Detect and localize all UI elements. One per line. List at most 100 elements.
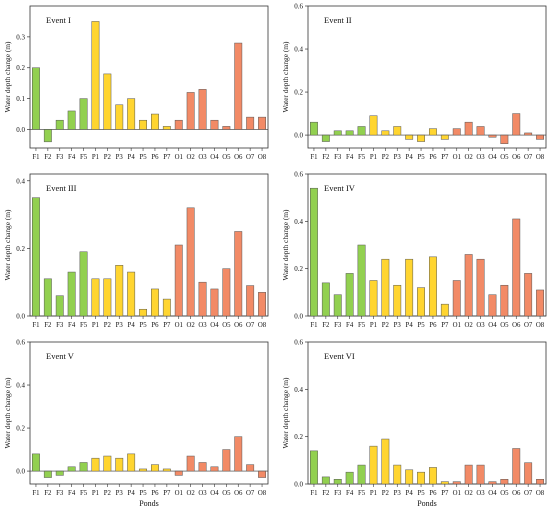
- x-tick-label-P6: P6: [429, 490, 437, 497]
- bar-P4: [127, 271, 136, 317]
- x-tick-label-O7: O7: [246, 322, 255, 329]
- x-tick-label-F1: F1: [32, 322, 39, 329]
- x-tick-label-O7: O7: [246, 490, 255, 497]
- bar-P5: [139, 468, 147, 472]
- bar-P1: [369, 280, 378, 317]
- y-axis-label: Water depth change (m): [3, 377, 12, 449]
- x-tick-label-P5: P5: [417, 490, 425, 497]
- x-tick-label-O7: O7: [524, 490, 533, 497]
- bar-P5: [417, 287, 425, 317]
- bar-F1: [32, 197, 40, 317]
- x-tick-label-P6: P6: [429, 322, 437, 329]
- x-tick-label-F5: F5: [358, 322, 366, 329]
- bar-F1: [310, 187, 318, 317]
- bar-P3: [393, 464, 402, 485]
- bar-F4: [345, 273, 354, 317]
- x-tick-label-P7: P7: [441, 154, 449, 161]
- x-tick-label-O3: O3: [198, 490, 207, 497]
- x-tick-label-O8: O8: [536, 154, 545, 161]
- bar-O2: [464, 121, 473, 136]
- bar-F4: [345, 130, 354, 136]
- bar-P2: [103, 278, 112, 317]
- bar-F3: [55, 119, 64, 130]
- bar-O4: [210, 119, 219, 130]
- x-tick-label-O1: O1: [453, 154, 461, 161]
- bar-P2: [381, 258, 390, 317]
- x-tick-label-P4: P4: [406, 154, 414, 161]
- bar-O5: [500, 284, 509, 317]
- bar-P6: [151, 288, 159, 317]
- bar-F3: [333, 294, 342, 317]
- bar-F1: [310, 121, 318, 136]
- x-tick-label-P3: P3: [394, 322, 402, 329]
- y-tick-label: 0.0: [16, 468, 25, 476]
- bar-O3: [198, 89, 207, 130]
- x-tick-label-F4: F4: [346, 490, 354, 497]
- x-tick-label-O6: O6: [234, 154, 243, 161]
- x-tick-label-P1: P1: [370, 322, 377, 329]
- plot-frame: [29, 173, 269, 317]
- x-tick-label-F3: F3: [56, 154, 64, 161]
- bar-P5: [139, 119, 147, 130]
- x-tick-label-O4: O4: [210, 322, 219, 329]
- bar-O1: [174, 470, 183, 476]
- bar-F5: [79, 251, 88, 317]
- bar-P4: [405, 258, 414, 317]
- y-tick-label: 0.2: [16, 245, 25, 253]
- panel-title: Event V: [46, 351, 75, 361]
- y-tick-label: 0.2: [294, 89, 303, 97]
- x-tick-label-P2: P2: [104, 490, 112, 497]
- bar-O2: [186, 455, 195, 472]
- x-tick-label-P5: P5: [139, 154, 147, 161]
- panel-title: Event II: [324, 15, 352, 25]
- bar-P6: [151, 113, 159, 130]
- bar-F1: [310, 450, 318, 485]
- bar-P6: [429, 256, 437, 317]
- bar-F2: [321, 282, 330, 317]
- x-tick-label-F4: F4: [346, 154, 354, 161]
- x-tick-label-P5: P5: [139, 322, 147, 329]
- x-tick-label-O4: O4: [488, 490, 497, 497]
- bar-O5: [222, 449, 231, 472]
- bar-P4: [405, 469, 414, 485]
- bar-O1: [174, 119, 183, 130]
- x-tick-label-F4: F4: [68, 490, 76, 497]
- bar-F2: [321, 134, 330, 142]
- y-tick-label: 0.0: [294, 313, 303, 321]
- x-tick-label-O3: O3: [198, 322, 207, 329]
- x-tick-label-O3: O3: [476, 322, 485, 329]
- x-tick-label-F4: F4: [68, 322, 76, 329]
- y-axis-label: Water depth change (m): [3, 41, 12, 113]
- x-tick-label-O6: O6: [512, 154, 521, 161]
- y-axis-label: Water depth change (m): [281, 377, 290, 449]
- y-tick-label: 0.4: [16, 382, 25, 390]
- chart-panel-5: 0.0 0.2 0.4 0.6 F1 F2 F3 F4 F5 P1 P2 P3 P4 P5 P6 P7 O1 O2…: [3, 339, 269, 497]
- bar-P5: [139, 308, 147, 317]
- x-tick-label-O6: O6: [512, 490, 521, 497]
- chart-panel-4: 0.0 0.2 0.4 0.6 F1 F2 F3 F4 F5 P1 P2 P3 P4 P5 P6 P7 O1 O2…: [281, 171, 547, 329]
- x-tick-label-F2: F2: [322, 490, 330, 497]
- x-tick-label-P2: P2: [382, 490, 390, 497]
- x-axis-label: Ponds: [139, 499, 159, 508]
- bar-F2: [321, 476, 330, 485]
- bar-P7: [440, 303, 449, 317]
- bar-P1: [91, 278, 100, 317]
- x-tick-label-O4: O4: [488, 154, 497, 161]
- y-tick-label: 0.2: [16, 64, 25, 72]
- bar-P7: [440, 481, 449, 485]
- bar-O7: [246, 285, 255, 317]
- chart-panel-1: 0.0 0.1 0.2 0.3 F1 F2 F3 F4 F5 P1 P2 P3 P4 P5 P6 P7 O1 O2…: [3, 5, 269, 161]
- bar-F3: [333, 479, 342, 485]
- x-tick-label-P6: P6: [151, 490, 159, 497]
- x-tick-label-O8: O8: [536, 322, 545, 329]
- x-tick-label-F4: F4: [346, 322, 354, 329]
- y-tick-label: 0.6: [16, 339, 25, 347]
- bar-P6: [429, 467, 437, 485]
- x-tick-label-P2: P2: [104, 322, 112, 329]
- bar-O3: [198, 281, 207, 317]
- bar-P3: [115, 104, 124, 130]
- x-tick-label-P4: P4: [406, 490, 414, 497]
- panel-title: Event VI: [324, 351, 355, 361]
- x-tick-label-O3: O3: [198, 154, 207, 161]
